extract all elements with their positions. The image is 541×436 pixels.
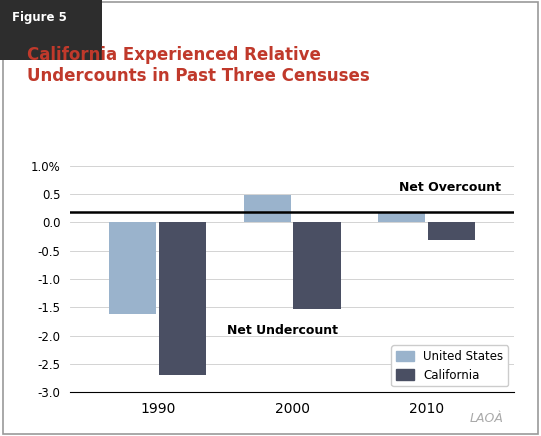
Text: LAOÀ: LAOÀ <box>469 412 503 425</box>
Text: Net Overcount: Net Overcount <box>399 181 500 194</box>
Bar <box>378 211 425 222</box>
Bar <box>109 222 156 313</box>
Text: Net Undercount: Net Undercount <box>227 324 338 337</box>
Bar <box>428 222 475 240</box>
Text: California Experienced Relative
Undercounts in Past Three Censuses: California Experienced Relative Undercou… <box>27 46 370 85</box>
Legend: United States, California: United States, California <box>391 345 508 386</box>
Bar <box>159 222 206 375</box>
Bar <box>244 194 291 222</box>
Text: Figure 5: Figure 5 <box>12 11 67 24</box>
Bar <box>293 222 340 309</box>
